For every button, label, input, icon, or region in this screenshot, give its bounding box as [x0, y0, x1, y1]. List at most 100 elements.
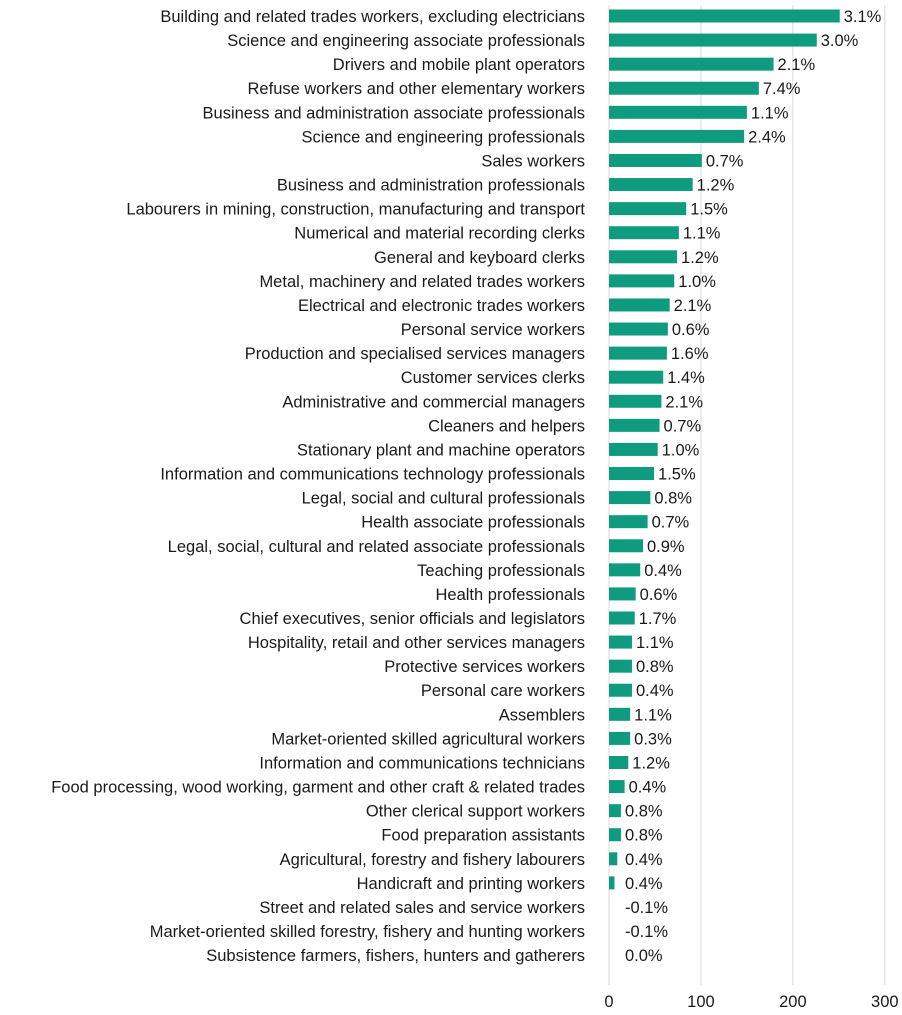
data-label: 1.1%: [636, 634, 674, 652]
data-label: 1.6%: [671, 345, 709, 363]
data-label: 0.7%: [652, 514, 690, 532]
category-label: Refuse workers and other elementary work…: [248, 80, 585, 98]
data-label: 0.4%: [629, 779, 667, 797]
data-label: 1.2%: [681, 249, 719, 267]
data-label: 1.5%: [690, 201, 728, 219]
category-label: Information and communications technicia…: [259, 754, 585, 772]
data-label: 1.1%: [751, 104, 789, 122]
data-label: 0.4%: [644, 562, 682, 580]
bar: [609, 442, 658, 456]
bar: [609, 611, 635, 625]
data-label: 1.5%: [658, 466, 696, 484]
x-axis-ticks: 0 100 200 300: [604, 993, 898, 1011]
data-label: 0.7%: [664, 417, 702, 435]
bar: [609, 274, 675, 288]
bar: [609, 202, 687, 216]
bar: [609, 418, 660, 432]
category-label: Agricultural, forestry and fishery labou…: [280, 851, 585, 869]
category-label: Cleaners and helpers: [428, 417, 585, 435]
bar: [609, 226, 679, 240]
category-label: Health professionals: [436, 586, 586, 604]
data-label: 0.4%: [625, 875, 663, 893]
data-label: 2.1%: [665, 393, 703, 411]
bar: [609, 731, 631, 745]
category-label: Business and administration associate pr…: [203, 104, 585, 122]
category-label: Legal, social, cultural and related asso…: [168, 538, 585, 556]
bar: [609, 828, 621, 842]
category-label: Labourers in mining, construction, manuf…: [126, 201, 585, 219]
data-label: 7.4%: [763, 80, 801, 98]
bar: [609, 370, 664, 384]
category-label: Handicraft and printing workers: [357, 875, 585, 893]
data-label: 0.9%: [647, 538, 685, 556]
data-label: 1.0%: [662, 441, 700, 459]
data-label: 2.1%: [778, 56, 816, 74]
bar: [609, 394, 662, 408]
data-label: 1.0%: [678, 273, 716, 291]
bar: [609, 178, 693, 192]
bar: [609, 298, 670, 312]
category-label: Electrical and electronic trades workers: [298, 297, 585, 315]
category-label: Drivers and mobile plant operators: [333, 56, 585, 74]
category-label: Personal care workers: [421, 682, 585, 700]
data-label: 0.8%: [654, 490, 692, 508]
category-label: Food processing, wood working, garment a…: [51, 779, 585, 797]
data-label: 0.6%: [672, 321, 710, 339]
bar: [609, 81, 759, 95]
category-label: Chief executives, senior officials and l…: [240, 610, 585, 628]
category-label: Market-oriented skilled agricultural wor…: [271, 730, 585, 748]
bar: [609, 539, 644, 553]
category-label: Business and administration professional…: [277, 177, 585, 195]
data-label: 1.1%: [634, 706, 672, 724]
data-label: -0.1%: [625, 899, 668, 917]
category-label: Health associate professionals: [361, 514, 585, 532]
bar: [609, 491, 651, 505]
bar: [609, 33, 817, 47]
category-label: Production and specialised services mana…: [245, 345, 585, 363]
data-label: 2.1%: [674, 297, 712, 315]
bar: [609, 659, 632, 673]
bar: [609, 707, 631, 721]
x-tick-label: 100: [687, 993, 715, 1011]
data-labels: 3.1%3.0%2.1%7.4%1.1%2.4%0.7%1.2%1.5%1.1%…: [625, 8, 882, 965]
data-label: 2.4%: [748, 128, 786, 146]
data-label: 0.3%: [634, 730, 672, 748]
x-tick-label: 300: [871, 993, 899, 1011]
category-label: Personal service workers: [401, 321, 585, 339]
category-label: Market-oriented skilled forestry, fisher…: [150, 923, 585, 941]
category-label: Assemblers: [499, 706, 585, 724]
data-label: 0.7%: [706, 152, 744, 170]
bar: [609, 346, 667, 360]
data-label: 0.0%: [625, 947, 663, 965]
bar: [609, 250, 678, 264]
data-label: 0.8%: [625, 803, 663, 821]
data-label: 1.7%: [639, 610, 677, 628]
x-tick-label: 0: [604, 993, 613, 1011]
category-label: Legal, social and cultural professionals: [302, 490, 585, 508]
data-label: -0.1%: [625, 923, 668, 941]
category-labels: Building and related trades workers, exc…: [51, 8, 585, 965]
bar: [609, 804, 621, 818]
bar: [609, 755, 629, 769]
category-label: Customer services clerks: [401, 369, 585, 387]
bar: [609, 322, 668, 336]
category-label: Building and related trades workers, exc…: [160, 8, 585, 26]
data-label: 0.6%: [640, 586, 678, 604]
bar: [609, 467, 655, 481]
category-label: Protective services workers: [384, 658, 585, 676]
bar: [609, 683, 632, 697]
data-label: 1.2%: [697, 177, 735, 195]
category-label: Other clerical support workers: [366, 803, 585, 821]
bar: [609, 57, 774, 71]
category-label: Hospitality, retail and other services m…: [248, 634, 585, 652]
bar: [609, 780, 625, 794]
bar: [609, 587, 636, 601]
data-label: 1.1%: [683, 225, 721, 243]
bar: [609, 153, 702, 167]
data-label: 0.4%: [625, 851, 663, 869]
bar: [609, 129, 745, 143]
category-label: Sales workers: [481, 152, 585, 170]
bar: [609, 563, 641, 577]
bars: [609, 9, 840, 890]
